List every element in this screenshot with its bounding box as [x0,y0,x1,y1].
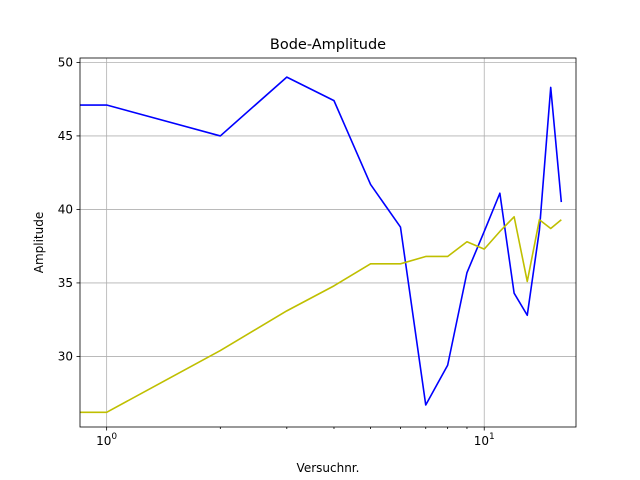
series-layer [80,76,563,414]
y-tick-label: 40 [58,203,73,217]
y-tick-label: 35 [58,276,73,290]
y-tick-label: 50 [58,56,73,70]
x-axis-label: Versuchnr. [297,461,360,475]
y-axis-label: Amplitude [32,212,46,274]
series-line-2 [80,215,562,414]
plot-area [80,58,576,427]
x-tick-label: 101 [474,432,495,448]
series-line-1 [80,76,563,406]
tick-layer: 30 35 40 45 50 100 101 [58,56,495,448]
x-tick-label: 100 [96,432,117,448]
y-tick-label: 45 [58,129,73,143]
chart-title: Bode-Amplitude [270,37,386,53]
y-tick-label: 30 [58,350,73,364]
grid-layer [80,58,576,427]
plot-frame [79,57,577,428]
